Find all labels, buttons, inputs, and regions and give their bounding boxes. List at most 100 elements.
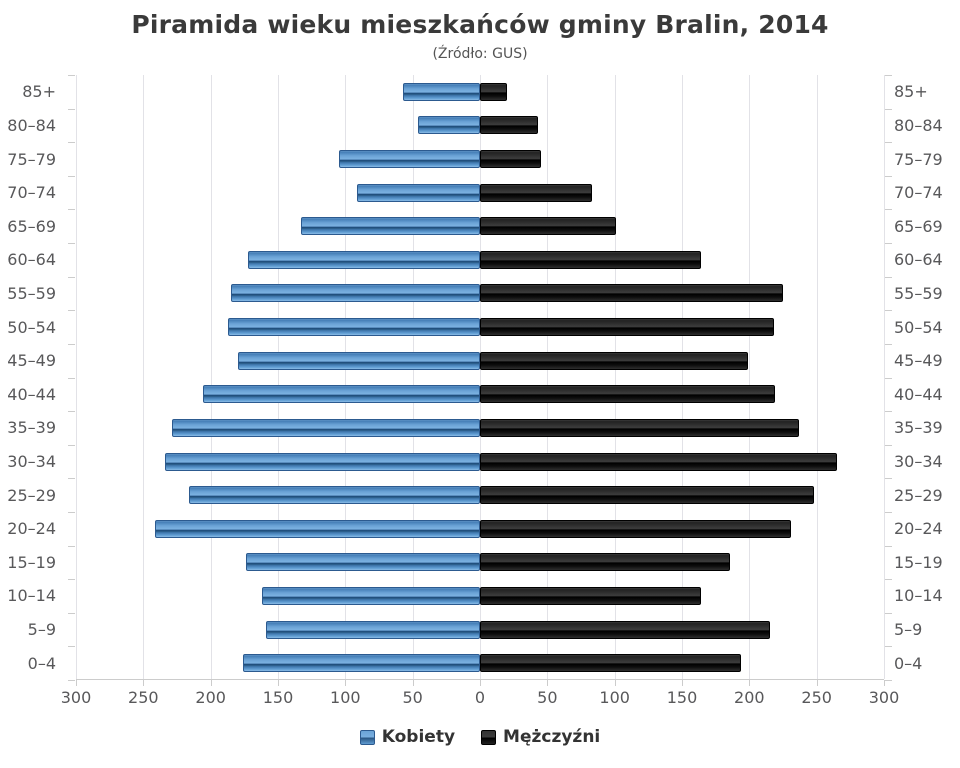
men-bar-15–19 (480, 553, 731, 572)
x-axis-label-150-3: 150 (262, 688, 294, 707)
age-row-0–4 (76, 646, 884, 680)
x-axis-tick (412, 680, 414, 686)
x-axis-tick (210, 680, 212, 686)
age-label-left-45–49: 45–49 (7, 351, 56, 371)
y-axis-tick (68, 142, 75, 144)
age-row-85+ (76, 75, 884, 109)
age-label-right-55–59: 55–59 (894, 283, 943, 303)
age-row-5–9 (76, 613, 884, 647)
women-bar-30–34 (164, 452, 480, 471)
age-row-60–64 (76, 243, 884, 277)
age-row-50–54 (76, 310, 884, 344)
x-axis-tick (76, 680, 77, 686)
y-axis-labels-right: 85+ 80–84 75–79 70–74 65–69 60–64 55–59 50–54 45… (894, 75, 960, 680)
legend: Kobiety Mężczyźni (0, 722, 960, 752)
age-row-20–24 (76, 512, 884, 546)
age-label-right-85+: 85+ (894, 82, 928, 102)
age-row-40–44 (76, 378, 884, 412)
women-bar-50–54 (228, 318, 480, 337)
age-row-30–34 (76, 445, 884, 479)
y-axis-tick (885, 478, 892, 480)
age-label-right-45–49: 45–49 (894, 351, 943, 371)
y-axis-tick (885, 411, 892, 413)
men-bar-80–84 (480, 116, 538, 135)
age-label-right-15–19: 15–19 (894, 552, 943, 572)
men-bar-60–64 (480, 250, 701, 269)
x-axis-label-0-6: 0 (474, 688, 486, 707)
x-axis-tick (682, 680, 683, 686)
y-axis-tick (885, 243, 892, 245)
x-axis-label-50-5: 50 (402, 688, 423, 707)
men-bar-35–39 (480, 418, 800, 437)
age-label-right-25–29: 25–29 (894, 485, 943, 505)
x-axis-tick (480, 680, 481, 686)
legend-item-women[interactable]: Kobiety (359, 727, 456, 747)
x-axis-label-300-12: 300 (868, 688, 900, 707)
women-legend-label: Kobiety (381, 727, 456, 747)
age-label-right-70–74: 70–74 (894, 183, 943, 203)
gridline (749, 75, 751, 679)
age-label-left-40–44: 40–44 (7, 384, 56, 404)
women-bar-40–44 (202, 385, 480, 404)
men-bar-85+ (480, 82, 507, 101)
men-bar-65–69 (480, 217, 616, 236)
age-label-left-30–34: 30–34 (7, 452, 56, 472)
plot-area (68, 75, 892, 681)
men-bar-70–74 (480, 183, 592, 202)
age-row-70–74 (76, 176, 884, 210)
age-label-left-55–59: 55–59 (7, 283, 56, 303)
x-axis-tick (143, 680, 145, 686)
age-label-right-20–24: 20–24 (894, 519, 943, 539)
age-label-left-50–54: 50–54 (7, 317, 56, 337)
y-axis-tick (885, 612, 892, 614)
y-axis-tick (68, 276, 75, 278)
y-axis-tick (68, 243, 75, 245)
gridline (412, 75, 414, 679)
gridline (278, 75, 279, 679)
y-axis-tick (885, 545, 892, 547)
women-bar-60–64 (248, 250, 480, 269)
men-bar-10–14 (480, 586, 701, 605)
y-axis-tick (68, 579, 75, 581)
women-bar-20–24 (155, 519, 480, 538)
gridline (480, 75, 481, 679)
age-label-right-60–64: 60–64 (894, 250, 943, 270)
y-axis-tick (885, 209, 892, 211)
age-label-right-0–4: 0–4 (894, 653, 923, 673)
age-label-right-35–39: 35–39 (894, 418, 943, 438)
gridline (76, 75, 77, 679)
men-bar-20–24 (480, 519, 792, 538)
age-label-left-75–79: 75–79 (7, 149, 56, 169)
y-axis-labels-left: 85+ 80–84 75–79 70–74 65–69 60–64 55–59 50–54 45… (0, 75, 66, 680)
x-axis-label-200-10: 200 (734, 688, 765, 707)
y-axis-tick (68, 680, 75, 681)
age-label-right-5–9: 5–9 (894, 620, 923, 640)
age-label-right-30–34: 30–34 (894, 452, 943, 472)
women-bar-15–19 (245, 553, 480, 572)
x-axis-tick (884, 680, 885, 686)
chart-title: Piramida wieku mieszkańców gminy Bralin,… (131, 10, 829, 39)
y-axis-tick (885, 680, 892, 681)
age-row-10–14 (76, 579, 884, 613)
women-bar-85+ (403, 82, 480, 101)
x-axis-tick (547, 680, 549, 686)
x-axis-label-50-7: 50 (537, 688, 558, 707)
y-axis-tick (68, 511, 75, 513)
gridline (547, 75, 549, 679)
women-bar-75–79 (338, 150, 480, 169)
men-bar-55–59 (480, 284, 783, 303)
men-bar-5–9 (480, 620, 770, 639)
age-label-right-65–69: 65–69 (894, 216, 943, 236)
y-axis-tick (885, 75, 892, 76)
men-bar-45–49 (480, 351, 748, 370)
x-axis-label-100-8: 100 (599, 688, 630, 707)
legend-item-men[interactable]: Mężczyźni (481, 727, 600, 747)
y-axis-tick (68, 646, 75, 648)
y-axis-tick (885, 646, 892, 648)
age-label-right-50–54: 50–54 (894, 317, 943, 337)
age-row-80–84 (76, 109, 884, 143)
y-axis-tick (885, 511, 892, 513)
age-row-65–69 (76, 209, 884, 243)
age-label-left-80–84: 80–84 (7, 115, 56, 135)
women-bar-25–29 (189, 486, 480, 505)
